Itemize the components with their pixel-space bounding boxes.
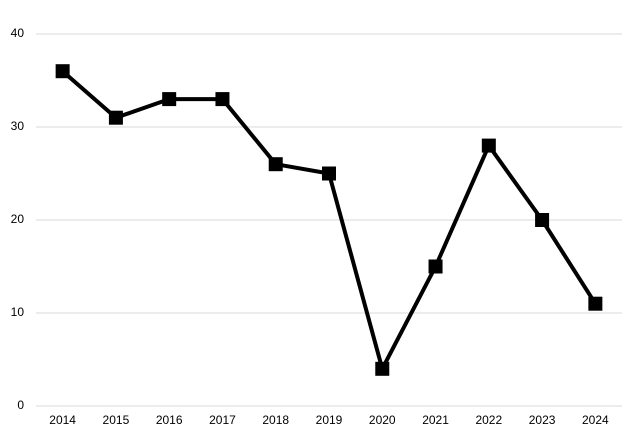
marker xyxy=(481,138,496,153)
marker xyxy=(55,64,70,79)
x-tick-label: 2021 xyxy=(422,413,449,427)
y-tick-label: 10 xyxy=(11,305,25,319)
y-tick-label: 30 xyxy=(11,119,25,133)
marker xyxy=(428,259,443,274)
x-tick-label: 2024 xyxy=(582,413,609,427)
marker xyxy=(215,92,230,107)
marker xyxy=(162,92,177,107)
marker xyxy=(535,213,550,227)
marker xyxy=(268,157,283,172)
x-tick-label: 2016 xyxy=(156,413,183,427)
x-tick-label: 2018 xyxy=(262,413,289,427)
marker xyxy=(322,166,336,181)
y-tick-label: 20 xyxy=(11,212,25,226)
x-tick-label: 2019 xyxy=(316,413,343,427)
x-tick-label: 2015 xyxy=(103,413,130,427)
x-tick-label: 2022 xyxy=(475,413,502,427)
x-tick-label: 2023 xyxy=(529,413,556,427)
marker xyxy=(108,110,123,125)
marker xyxy=(375,361,390,376)
x-tick-label: 2014 xyxy=(49,413,76,427)
y-tick-label: 40 xyxy=(11,26,25,40)
x-tick-label: 2020 xyxy=(369,413,396,427)
y-tick-label: 0 xyxy=(17,398,24,412)
marker xyxy=(588,296,603,311)
x-tick-label: 2017 xyxy=(209,413,236,427)
